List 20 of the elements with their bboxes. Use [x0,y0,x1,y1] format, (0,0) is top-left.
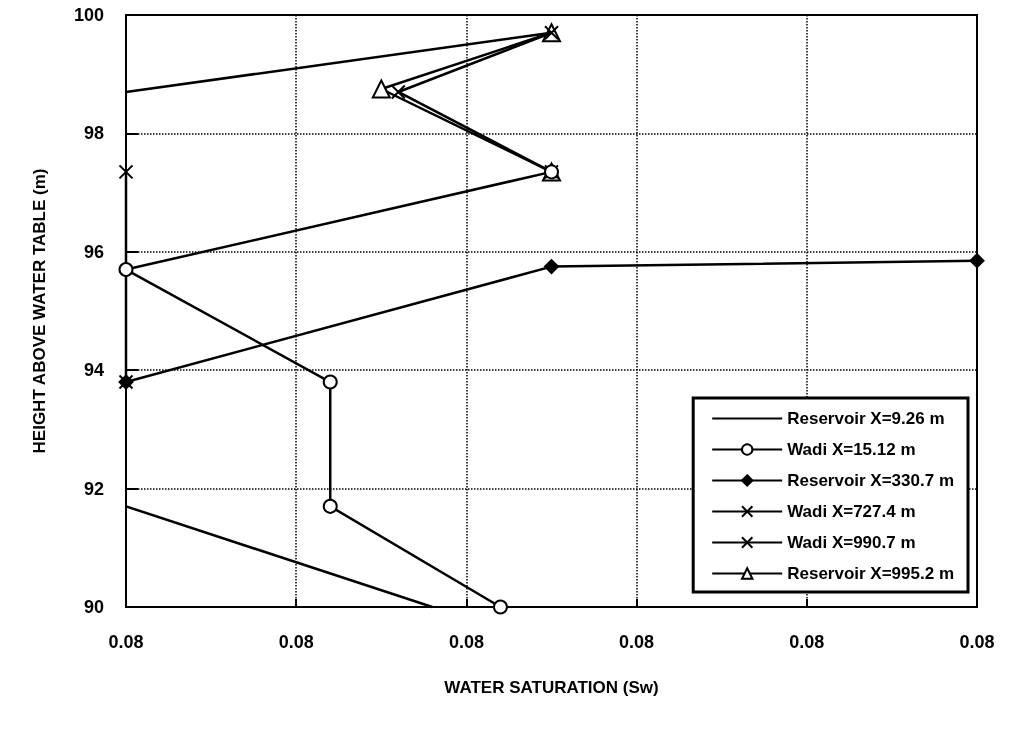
x-axis-title: WATER SATURATION (Sw) [444,678,659,697]
y-axis-title: HEIGHT ABOVE WATER TABLE (m) [30,168,49,454]
x-tick-label: 0.08 [108,632,144,652]
y-tick-label: 92 [83,478,104,499]
x-tick-label: 0.08 [619,632,655,652]
legend-label: Wadi X=15.12 m [787,440,916,459]
x-tick-label: 0.08 [278,632,314,652]
y-tick-label: 96 [83,241,104,262]
legend-label: Reservoir X=995.2 m [787,564,955,583]
y-tick-label: 100 [73,5,104,25]
x-tick-label: 0.08 [959,632,995,652]
x-tick-label: 0.08 [448,632,484,652]
y-tick-label: 94 [83,360,104,381]
y-tick-label: 90 [83,597,104,617]
legend-label: Reservoir X=330.7 m [787,471,955,490]
y-tick-label: 98 [83,123,104,144]
legend-label: Wadi X=727.4 m [787,502,916,521]
legend-label: Wadi X=990.7 m [787,533,916,552]
x-tick-label: 0.08 [789,632,825,652]
legend-label: Reservoir X=9.26 m [787,409,945,428]
